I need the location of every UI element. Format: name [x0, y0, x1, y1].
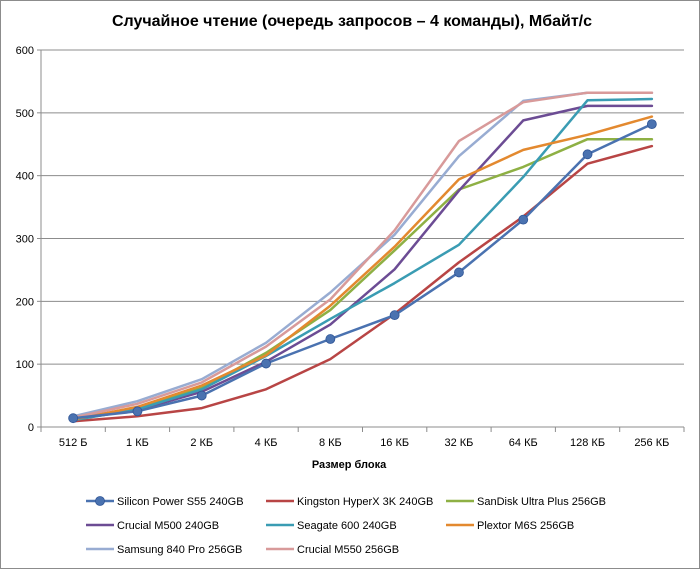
legend-label: Crucial M550 256GB — [297, 544, 399, 556]
data-point — [646, 119, 657, 130]
y-tick-labels: 0 100 200 300 400 500 600 — [16, 45, 34, 434]
y-tick-label: 300 — [16, 234, 34, 246]
series-lines — [68, 91, 657, 424]
x-tick-label: 512 Б — [59, 437, 88, 449]
x-axis-label: Размер блока — [312, 459, 387, 471]
legend-item: Samsung 840 Pro 256GB — [86, 544, 242, 556]
data-point — [454, 267, 464, 278]
legend: Silicon Power S55 240GB Kingston HyperX 3… — [86, 496, 606, 556]
legend-label: Seagate 600 240GB — [297, 520, 397, 532]
series-0 — [68, 119, 657, 424]
x-tick-label: 8 КБ — [319, 437, 342, 449]
x-tick-label: 1 КБ — [126, 437, 149, 449]
data-point — [325, 334, 336, 344]
legend-item: Crucial M550 256GB — [266, 544, 399, 556]
y-tick-label: 400 — [16, 171, 34, 183]
legend-item: Silicon Power S55 240GB — [86, 496, 244, 508]
legend-label: Plextor M6S 256GB — [477, 520, 574, 532]
x-tick-label: 64 КБ — [509, 437, 538, 449]
data-point — [68, 413, 79, 424]
legend-item: Kingston HyperX 3K 240GB — [266, 496, 433, 508]
y-tick-label: 200 — [16, 296, 34, 308]
x-tick-labels: 512 Б 1 КБ 2 КБ 4 КБ 8 КБ 16 КБ 32 КБ 64 КБ 128 … — [59, 437, 670, 449]
chart-title: Случайное чтение (очередь запросов – 4 к… — [112, 13, 592, 30]
y-tick-label: 0 — [28, 422, 34, 434]
y-tick-label: 100 — [16, 359, 34, 371]
data-point — [132, 406, 143, 417]
series-line — [71, 144, 654, 423]
x-tick-label: 16 КБ — [380, 437, 409, 449]
grid — [41, 49, 684, 365]
x-tick-label: 128 КБ — [570, 437, 605, 449]
legend-label: Silicon Power S55 240GB — [117, 496, 244, 508]
data-point — [389, 310, 400, 321]
axes — [37, 49, 685, 432]
x-tick-label: 256 КБ — [634, 437, 669, 449]
series-4 — [71, 97, 654, 422]
series-line — [71, 122, 654, 420]
y-tick-label: 600 — [16, 45, 34, 57]
data-point — [196, 390, 207, 401]
y-tick-label: 500 — [16, 108, 34, 120]
series-3 — [71, 104, 654, 421]
data-point — [518, 214, 529, 225]
data-point — [261, 358, 271, 369]
series-7 — [71, 91, 654, 419]
legend-label: Kingston HyperX 3K 240GB — [297, 496, 433, 508]
legend-marker — [95, 496, 105, 506]
series-1 — [71, 144, 654, 423]
x-tick-label: 32 КБ — [444, 437, 473, 449]
series-line — [71, 91, 654, 419]
legend-label: Crucial M500 240GB — [117, 520, 219, 532]
series-line — [71, 104, 654, 421]
series-5 — [71, 115, 654, 421]
legend-label: SanDisk Ultra Plus 256GB — [477, 496, 606, 508]
legend-label: Samsung 840 Pro 256GB — [117, 544, 242, 556]
data-point — [582, 149, 593, 160]
series-line — [71, 115, 654, 421]
series-line — [71, 97, 654, 422]
x-tick-label: 2 КБ — [190, 437, 213, 449]
legend-item: SanDisk Ultra Plus 256GB — [446, 496, 606, 508]
legend-item: Seagate 600 240GB — [266, 520, 397, 532]
x-tick-label: 4 КБ — [255, 437, 278, 449]
legend-item: Plextor M6S 256GB — [446, 520, 574, 532]
legend-item: Crucial M500 240GB — [86, 520, 219, 532]
